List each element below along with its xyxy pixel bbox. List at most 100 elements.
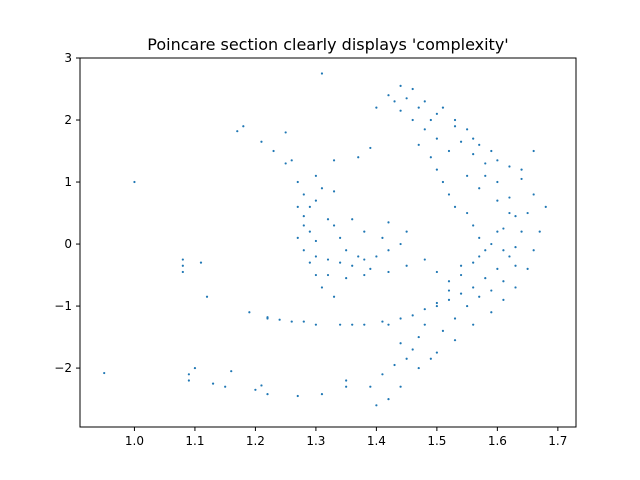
scatter-point bbox=[478, 143, 481, 146]
scatter-point bbox=[423, 323, 426, 326]
scatter-point bbox=[478, 295, 481, 298]
chart-title: Poincare section clearly displays 'compl… bbox=[147, 35, 508, 54]
scatter-point bbox=[314, 273, 317, 277]
scatter-point bbox=[447, 289, 451, 292]
scatter-point bbox=[490, 289, 493, 292]
scatter-point bbox=[453, 205, 457, 208]
scatter-point bbox=[351, 264, 354, 267]
scatter-point bbox=[405, 357, 408, 360]
scatter-point bbox=[484, 162, 487, 165]
scatter-point bbox=[459, 273, 463, 277]
scatter-point bbox=[296, 394, 299, 398]
scatter-point bbox=[526, 267, 529, 270]
scatter-point bbox=[181, 264, 184, 267]
scatter-point bbox=[514, 246, 517, 249]
scatter-point bbox=[181, 258, 184, 261]
x-tick-label: 1.2 bbox=[246, 434, 265, 448]
scatter-point bbox=[339, 236, 342, 239]
scatter-point bbox=[496, 230, 499, 233]
scatter-point bbox=[363, 230, 366, 233]
scatter-point bbox=[332, 159, 336, 162]
scatter-point bbox=[417, 335, 420, 339]
scatter-point bbox=[399, 84, 402, 88]
scatter-point bbox=[387, 270, 390, 274]
scatter-point bbox=[363, 273, 366, 277]
scatter-point bbox=[502, 280, 505, 283]
scatter-point bbox=[532, 249, 535, 252]
scatter-point bbox=[472, 153, 475, 156]
scatter-point bbox=[514, 215, 517, 218]
scatter-point bbox=[453, 317, 457, 320]
scatter-point bbox=[302, 215, 305, 218]
scatter-point bbox=[266, 393, 269, 396]
scatter-point bbox=[459, 292, 463, 295]
scatter-point bbox=[423, 100, 426, 103]
scatter-point bbox=[544, 205, 547, 208]
scatter-point bbox=[441, 180, 445, 184]
scatter-point bbox=[345, 277, 348, 280]
scatter-point bbox=[345, 249, 348, 252]
scatter-point bbox=[435, 137, 438, 140]
scatter-point bbox=[260, 140, 263, 143]
scatter-point bbox=[423, 308, 426, 311]
scatter-point bbox=[423, 128, 426, 131]
scatter-point bbox=[514, 264, 517, 267]
scatter-point bbox=[538, 230, 541, 233]
scatter-point bbox=[393, 100, 396, 103]
scatter-point bbox=[417, 143, 420, 146]
scatter-point bbox=[363, 323, 366, 326]
scatter-point bbox=[478, 187, 481, 190]
scatter-point bbox=[441, 106, 445, 109]
scatter-point bbox=[369, 385, 372, 388]
scatter-point bbox=[387, 323, 390, 326]
scatter-point bbox=[435, 301, 438, 305]
plot-frame bbox=[79, 57, 577, 428]
scatter-point bbox=[399, 385, 402, 388]
scatter-point bbox=[447, 298, 451, 301]
scatter-point bbox=[411, 348, 414, 351]
scatter-point bbox=[375, 404, 378, 407]
points-layer bbox=[103, 72, 547, 407]
scatter-point bbox=[381, 236, 384, 239]
scatter-point bbox=[466, 304, 469, 308]
y-tick-label: −2 bbox=[54, 361, 72, 375]
x-tick-label: 1.7 bbox=[548, 434, 567, 448]
y-tick-label: 0 bbox=[64, 237, 72, 251]
scatter-point bbox=[502, 227, 505, 230]
scatter-point bbox=[508, 165, 511, 168]
scatter-point bbox=[490, 311, 493, 314]
scatter-point bbox=[314, 199, 317, 202]
x-tick-label: 1.3 bbox=[306, 434, 325, 448]
scatter-point bbox=[453, 339, 457, 342]
scatter-point bbox=[405, 97, 408, 100]
scatter-point bbox=[369, 267, 372, 270]
scatter-point bbox=[387, 397, 390, 401]
scatter-point bbox=[502, 249, 505, 252]
scatter-point bbox=[199, 261, 203, 264]
scatter-point bbox=[187, 379, 190, 382]
scatter-point bbox=[490, 242, 493, 246]
scatter-point bbox=[345, 385, 348, 388]
scatter-point bbox=[326, 218, 330, 221]
scatter-point bbox=[520, 168, 523, 171]
scatter-point bbox=[411, 118, 414, 122]
scatter-point bbox=[320, 187, 324, 190]
scatter-point bbox=[308, 205, 311, 208]
scatter-point bbox=[193, 366, 197, 370]
scatter-point bbox=[508, 211, 511, 215]
scatter-point bbox=[423, 258, 426, 261]
scatter-point bbox=[393, 363, 396, 367]
scatter-point bbox=[332, 295, 336, 298]
scatter-point bbox=[296, 205, 299, 208]
scatter-point bbox=[248, 311, 251, 314]
scatter-point bbox=[314, 255, 317, 258]
scatter-point bbox=[332, 224, 336, 227]
scatter-point bbox=[332, 190, 336, 193]
scatter-point bbox=[181, 270, 184, 274]
scatter-point bbox=[296, 236, 299, 239]
scatter-point bbox=[435, 112, 438, 115]
scatter-point bbox=[230, 370, 233, 373]
scatter-point bbox=[266, 316, 269, 319]
scatter-point bbox=[363, 258, 366, 261]
